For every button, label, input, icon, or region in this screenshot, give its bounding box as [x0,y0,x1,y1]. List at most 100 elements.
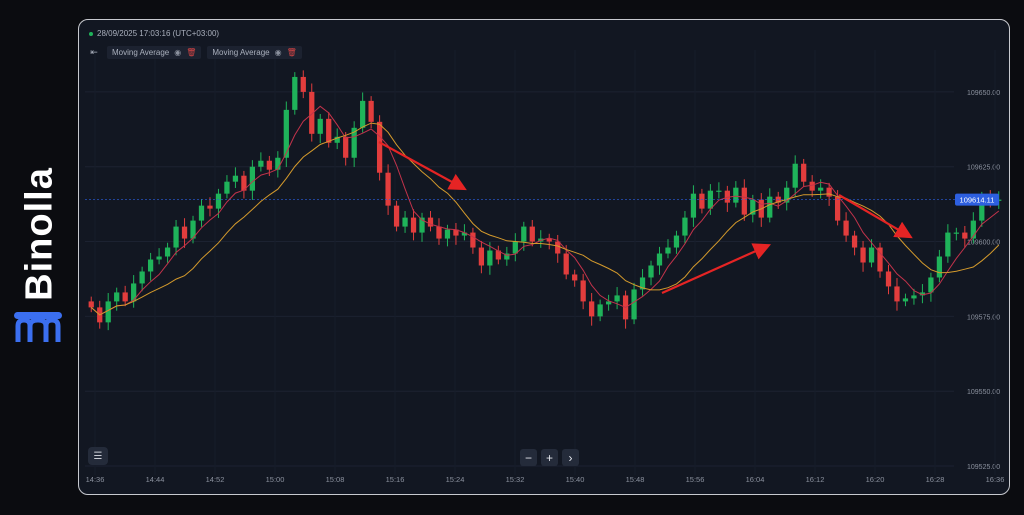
y-tick-label: 109625.00 [967,165,1000,172]
candle-body [589,301,595,317]
candle-body [843,220,849,236]
candle-body [631,289,637,320]
candle-body [461,232,468,236]
candle-body [648,265,654,278]
x-tick-label: 16:28 [926,475,945,484]
candle-body [902,298,909,302]
chart-datetime: 28/09/2025 17:03:16 (UTC+03:00) [97,29,220,38]
candle-body [309,91,315,134]
candle-body [580,280,586,302]
trash-icon[interactable]: 🗑 [186,48,197,57]
candle-body [953,232,959,234]
candle-body [962,232,968,239]
brand-name: Binolla [18,167,61,301]
candle-body [928,277,934,293]
candle-body [699,193,705,209]
candle-body [453,229,459,236]
candle-body [682,217,688,236]
candle-body [945,232,951,257]
candle-body [266,160,272,170]
x-tick-label: 16:20 [866,475,885,484]
y-tick-label: 109650.00 [967,90,1000,97]
x-tick-label: 16:04 [746,475,765,484]
candle-body [283,109,289,158]
candle-body [436,226,442,239]
scroll-next-button[interactable]: › [562,449,579,466]
candle-body [351,127,357,158]
candle-body [334,136,340,143]
binolla-logo-icon [14,312,62,342]
zoom-out-button[interactable]: − [520,449,537,466]
candle-body [690,193,697,218]
eye-icon[interactable]: ◉ [174,48,182,57]
candle-body [809,181,815,191]
chart-settings-sliders-icon[interactable]: ☰ [88,447,108,465]
candle-body [241,175,247,191]
candle-body [716,190,722,192]
candle-body [232,175,239,182]
candle-body [860,247,866,263]
candle-body [427,217,434,227]
candle-body [784,187,790,203]
candle-body [826,187,832,197]
zoom-in-button[interactable]: + [541,449,558,466]
zoom-controls: − + › [520,449,579,466]
candle-body [504,253,510,260]
candle-body [139,271,145,284]
candle-body [885,271,892,287]
candle-body [639,277,646,290]
candle-body [207,205,213,209]
eye-icon[interactable]: ◉ [274,48,282,57]
candle-body [605,301,612,305]
candle-body [258,160,264,167]
moving-average-fast-line [90,105,1000,316]
y-tick-label: 109575.00 [967,314,1000,321]
candle-body [190,220,196,239]
indicator-bar: ⇤ Moving Average ◉ 🗑 Moving Average ◉ 🗑 [87,46,302,59]
collapse-indicators-icon[interactable]: ⇤ [90,47,98,57]
x-tick-label: 15:00 [266,475,285,484]
trend-arrow-up [661,243,772,295]
trend-arrow-down [838,194,913,239]
candle-body [292,76,298,110]
candle-body [326,118,332,143]
candle-body [724,190,730,203]
x-tick-label: 15:40 [566,475,585,484]
indicator-chip-moving-average-1[interactable]: Moving Average ◉ 🗑 [107,46,202,59]
candle-body [750,199,756,215]
candle-body [393,205,400,227]
moving-average-slow-line [90,122,1000,316]
candle-body [181,226,188,239]
candle-body [368,100,374,122]
candle-body [801,163,807,182]
x-tick-label: 15:48 [626,475,645,484]
indicator-label: Moving Average [112,48,170,57]
chart-header: 28/09/2025 17:03:16 (UTC+03:00) [89,29,219,38]
trash-icon[interactable]: 🗑 [286,48,297,57]
brand-panel: Binolla [0,0,78,515]
candle-body [911,295,917,299]
x-tick-label: 14:44 [146,475,165,484]
x-tick-label: 15:16 [386,475,405,484]
x-tick-label: 14:52 [206,475,225,484]
candlestick-chart[interactable]: 109525.00 109550.00 109575.00 109600.00 1096… [79,20,1010,495]
candle-body [224,181,230,194]
x-tick-label: 15:56 [686,475,705,484]
candle-body [343,136,349,158]
x-tick-label: 14:36 [86,475,105,484]
indicator-chip-moving-average-2[interactable]: Moving Average ◉ 🗑 [207,46,302,59]
indicator-label: Moving Average [212,48,270,57]
candle-body [478,247,485,266]
x-tick-label: 15:24 [446,475,465,484]
x-tick-label: 15:32 [506,475,525,484]
candle-body [597,304,603,317]
candle-body [572,274,578,281]
candle-body [360,100,366,128]
candle-body [614,295,620,302]
chart-panel[interactable]: 109525.00 109550.00 109575.00 109600.00 1096… [78,19,1010,495]
candle-body [105,301,111,323]
candle-body [792,163,798,188]
candle-body [733,187,739,203]
candle-body [376,121,383,173]
x-tick-label: 15:08 [326,475,345,484]
